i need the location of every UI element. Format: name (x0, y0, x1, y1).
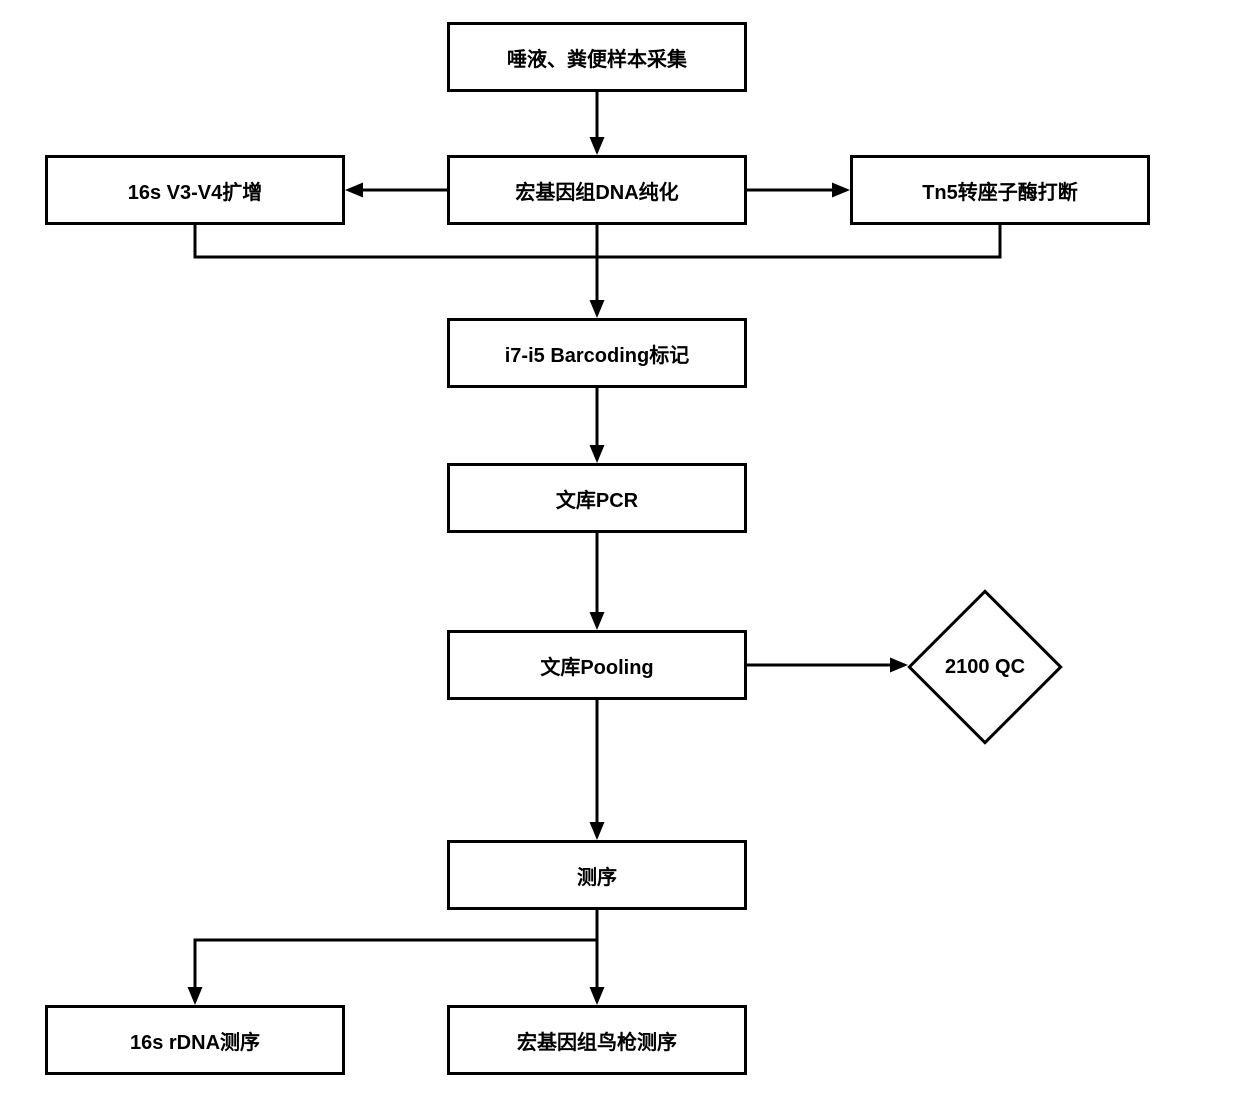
node-label: 宏基因组DNA纯化 (515, 176, 678, 205)
node-label: 16s rDNA测序 (130, 1026, 260, 1055)
node-label: 宏基因组鸟枪测序 (517, 1026, 677, 1055)
node-library-pooling: 文库Pooling (447, 630, 747, 700)
node-label: 文库Pooling (540, 651, 653, 680)
node-tn5-transposase: Tn5转座子酶打断 (850, 155, 1150, 225)
node-label: i7-i5 Barcoding标记 (505, 339, 689, 368)
node-barcoding: i7-i5 Barcoding标记 (447, 318, 747, 388)
node-library-pcr: 文库PCR (447, 463, 747, 533)
node-sample-collection: 唾液、粪便样本采集 (447, 22, 747, 92)
node-metagenome-shotgun: 宏基因组鸟枪测序 (447, 1005, 747, 1075)
node-label: 唾液、粪便样本采集 (507, 43, 687, 72)
node-dna-purification: 宏基因组DNA纯化 (447, 155, 747, 225)
node-qc-label-container: 2100 QC (905, 612, 1065, 722)
node-label: 文库PCR (556, 484, 638, 513)
node-label: 2100 QC (945, 656, 1025, 679)
node-label: 16s V3-V4扩增 (128, 176, 263, 205)
node-16s-v3v4: 16s V3-V4扩增 (45, 155, 345, 225)
node-sequencing: 测序 (447, 840, 747, 910)
node-label: 测序 (577, 861, 617, 890)
node-label: Tn5转座子酶打断 (922, 176, 1078, 205)
node-16s-rdna-seq: 16s rDNA测序 (45, 1005, 345, 1075)
